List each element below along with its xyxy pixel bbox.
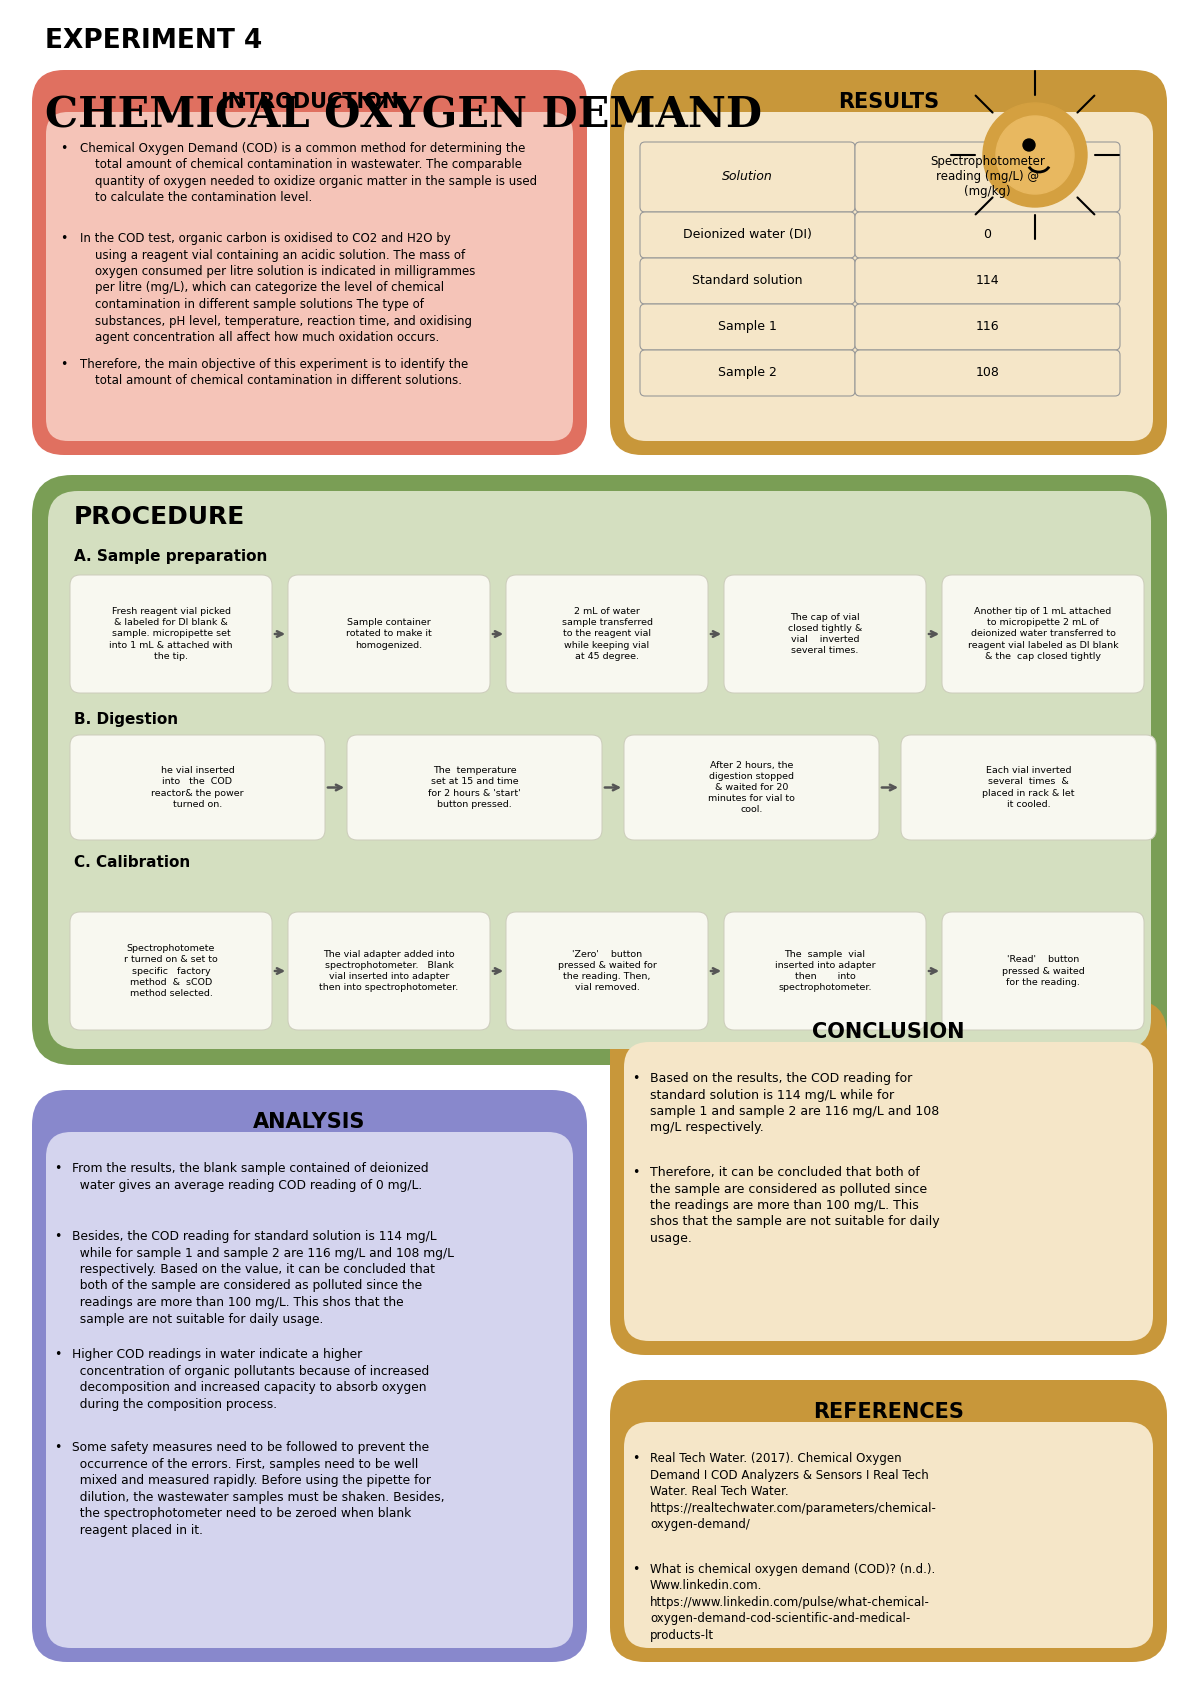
Text: After 2 hours, the
digestion stopped
& waited for 20
minutes for vial to
cool.: After 2 hours, the digestion stopped & w… <box>708 760 794 815</box>
FancyBboxPatch shape <box>640 304 854 350</box>
Text: Spectrophotometer
reading (mg/L) @
(mg/kg): Spectrophotometer reading (mg/L) @ (mg/k… <box>930 156 1045 199</box>
Text: 2 mL of water
sample transferred
to the reagent vial
while keeping vial
at 45 de: 2 mL of water sample transferred to the … <box>562 608 653 660</box>
Text: he vial inserted
into   the  COD
reactor& the power
turned on.: he vial inserted into the COD reactor& t… <box>151 767 244 809</box>
Text: 'Zero'    button
pressed & waited for
the reading. Then,
vial removed.: 'Zero' button pressed & waited for the r… <box>558 950 656 993</box>
FancyBboxPatch shape <box>724 575 926 692</box>
FancyBboxPatch shape <box>32 475 1166 1066</box>
FancyBboxPatch shape <box>854 258 1120 304</box>
FancyBboxPatch shape <box>32 70 587 455</box>
Text: •: • <box>60 143 67 154</box>
Text: Sample 2: Sample 2 <box>718 367 776 380</box>
Text: Fresh reagent vial picked
& labeled for DI blank &
sample. micropipette set
into: Fresh reagent vial picked & labeled for … <box>109 608 233 660</box>
FancyBboxPatch shape <box>506 575 708 692</box>
Text: Therefore, the main objective of this experiment is to identify the
    total am: Therefore, the main objective of this ex… <box>80 358 468 387</box>
Text: Standard solution: Standard solution <box>692 275 803 287</box>
Text: RESULTS: RESULTS <box>838 92 940 112</box>
Circle shape <box>983 104 1087 207</box>
FancyBboxPatch shape <box>70 911 272 1030</box>
FancyBboxPatch shape <box>70 575 272 692</box>
Text: In the COD test, organic carbon is oxidised to CO2 and H2O by
    using a reagen: In the COD test, organic carbon is oxidi… <box>80 232 475 344</box>
Text: Therefore, it can be concluded that both of
the sample are considered as pollute: Therefore, it can be concluded that both… <box>650 1166 940 1246</box>
Text: •: • <box>632 1073 640 1084</box>
Text: 'Read'    button
pressed & waited
for the reading.: 'Read' button pressed & waited for the r… <box>1002 955 1085 986</box>
Text: Higher COD readings in water indicate a higher
  concentration of organic pollut: Higher COD readings in water indicate a … <box>72 1347 430 1410</box>
Text: Besides, the COD reading for standard solution is 114 mg/L
  while for sample 1 : Besides, the COD reading for standard so… <box>72 1230 454 1325</box>
Text: The vial adapter added into
spectrophotometer.   Blank
vial inserted into adapte: The vial adapter added into spectrophoto… <box>319 950 458 993</box>
Text: EXPERIMENT 4: EXPERIMENT 4 <box>46 27 263 54</box>
FancyBboxPatch shape <box>901 735 1156 840</box>
Text: ANALYSIS: ANALYSIS <box>253 1112 366 1132</box>
Circle shape <box>1022 139 1034 151</box>
Text: C. Calibration: C. Calibration <box>74 855 191 871</box>
FancyBboxPatch shape <box>942 911 1144 1030</box>
Text: Real Tech Water. (2017). Chemical Oxygen
Demand I COD Analyzers & Sensors I Real: Real Tech Water. (2017). Chemical Oxygen… <box>650 1453 937 1531</box>
FancyBboxPatch shape <box>640 350 854 395</box>
Circle shape <box>996 115 1074 193</box>
FancyBboxPatch shape <box>640 212 854 258</box>
Text: Spectrophotomete
r turned on & set to
specific   factory
method  &  sCOD
method : Spectrophotomete r turned on & set to sp… <box>124 944 218 998</box>
FancyBboxPatch shape <box>724 911 926 1030</box>
Text: •: • <box>54 1230 61 1242</box>
Text: 108: 108 <box>976 367 1000 380</box>
Text: Chemical Oxygen Demand (COD) is a common method for determining the
    total am: Chemical Oxygen Demand (COD) is a common… <box>80 143 538 205</box>
FancyBboxPatch shape <box>610 1380 1166 1661</box>
FancyBboxPatch shape <box>624 112 1153 441</box>
FancyBboxPatch shape <box>610 70 1166 455</box>
FancyBboxPatch shape <box>942 575 1144 692</box>
Text: INTRODUCTION: INTRODUCTION <box>220 92 400 112</box>
Text: The cap of vial
closed tightly &
vial    inverted
several times.: The cap of vial closed tightly & vial in… <box>788 613 862 655</box>
FancyBboxPatch shape <box>610 1000 1166 1354</box>
Text: Based on the results, the COD reading for
standard solution is 114 mg/L while fo: Based on the results, the COD reading fo… <box>650 1073 940 1135</box>
FancyBboxPatch shape <box>32 1089 587 1661</box>
FancyBboxPatch shape <box>70 735 325 840</box>
Text: •: • <box>54 1347 61 1361</box>
Text: •: • <box>632 1166 640 1179</box>
Text: •: • <box>632 1563 640 1575</box>
Text: •: • <box>60 232 67 244</box>
Text: The  sample  vial
inserted into adapter
then       into
spectrophotometer.: The sample vial inserted into adapter th… <box>775 950 875 993</box>
Text: What is chemical oxygen demand (COD)? (n.d.).
Www.linkedin.com.
https://www.link: What is chemical oxygen demand (COD)? (n… <box>650 1563 935 1641</box>
FancyBboxPatch shape <box>46 1132 574 1648</box>
FancyBboxPatch shape <box>854 143 1120 212</box>
Text: 0: 0 <box>984 229 991 241</box>
Text: From the results, the blank sample contained of deionized
  water gives an avera: From the results, the blank sample conta… <box>72 1162 428 1191</box>
Text: •: • <box>54 1162 61 1174</box>
Text: REFERENCES: REFERENCES <box>814 1402 964 1422</box>
Text: A. Sample preparation: A. Sample preparation <box>74 550 268 565</box>
Text: •: • <box>54 1441 61 1454</box>
Text: Sample 1: Sample 1 <box>718 321 776 334</box>
FancyBboxPatch shape <box>854 350 1120 395</box>
FancyBboxPatch shape <box>640 143 854 212</box>
Text: Deionized water (DI): Deionized water (DI) <box>683 229 812 241</box>
Text: Solution: Solution <box>722 170 773 183</box>
Text: CONCLUSION: CONCLUSION <box>812 1022 965 1042</box>
FancyBboxPatch shape <box>854 212 1120 258</box>
FancyBboxPatch shape <box>288 911 490 1030</box>
FancyBboxPatch shape <box>347 735 602 840</box>
FancyBboxPatch shape <box>624 735 878 840</box>
FancyBboxPatch shape <box>640 258 854 304</box>
Text: Each vial inverted
several  times  &
placed in rack & let
it cooled.: Each vial inverted several times & place… <box>983 767 1075 809</box>
Text: CHEMICAL OXYGEN DEMAND: CHEMICAL OXYGEN DEMAND <box>46 95 762 137</box>
FancyBboxPatch shape <box>48 490 1151 1049</box>
Text: 114: 114 <box>976 275 1000 287</box>
FancyBboxPatch shape <box>506 911 708 1030</box>
Text: •: • <box>60 358 67 372</box>
FancyBboxPatch shape <box>624 1042 1153 1341</box>
FancyBboxPatch shape <box>624 1422 1153 1648</box>
Text: Another tip of 1 mL attached
to micropipette 2 mL of
deionized water transferred: Another tip of 1 mL attached to micropip… <box>967 608 1118 660</box>
Text: •: • <box>632 1453 640 1465</box>
FancyBboxPatch shape <box>46 112 574 441</box>
Text: B. Digestion: B. Digestion <box>74 713 178 728</box>
Text: The  temperature
set at 15 and time
for 2 hours & 'start'
button pressed.: The temperature set at 15 and time for 2… <box>428 767 521 809</box>
Text: Some safety measures need to be followed to prevent the
  occurrence of the erro: Some safety measures need to be followed… <box>72 1441 445 1536</box>
FancyBboxPatch shape <box>288 575 490 692</box>
Text: PROCEDURE: PROCEDURE <box>74 506 245 529</box>
FancyBboxPatch shape <box>854 304 1120 350</box>
Text: Sample container
rotated to make it
homogenized.: Sample container rotated to make it homo… <box>346 618 432 650</box>
Text: 116: 116 <box>976 321 1000 334</box>
